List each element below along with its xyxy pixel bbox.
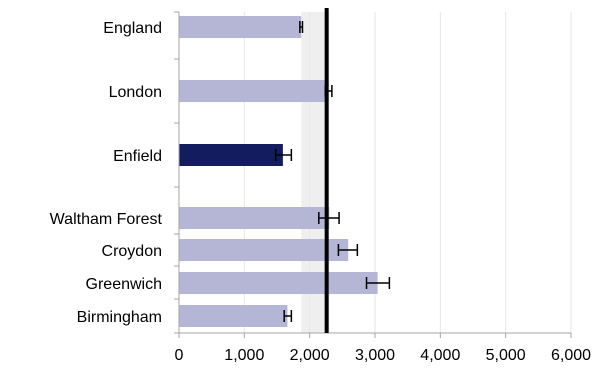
- x-tick-label: 0: [175, 347, 184, 364]
- axes: [174, 11, 572, 338]
- bar-waltham-forest: [179, 207, 330, 229]
- x-tick-label: 2,000: [290, 347, 330, 364]
- category-label-birmingham: Birmingham: [77, 309, 162, 326]
- labels: 0 1,000 2,000 3,000 4,000 5,000 6,000 England Lo…: [50, 20, 591, 364]
- bar-enfield: [179, 144, 283, 166]
- category-label-croydon: Croydon: [102, 243, 162, 260]
- bar-england: [179, 16, 302, 38]
- x-tick-label: 1,000: [224, 347, 264, 364]
- category-label-greenwich: Greenwich: [86, 276, 162, 293]
- x-tick-label: 4,000: [420, 347, 460, 364]
- category-label-england: England: [103, 20, 162, 37]
- x-tick-label: 6,000: [551, 347, 591, 364]
- bars: [179, 16, 378, 327]
- x-tick-label: 3,000: [355, 347, 395, 364]
- bar-london: [179, 80, 329, 102]
- gridlines: [243, 12, 572, 333]
- bar-croydon: [179, 239, 349, 261]
- bar-greenwich: [179, 272, 378, 294]
- category-label-enfield: Enfield: [113, 148, 162, 165]
- category-label-london: London: [109, 84, 162, 101]
- bar-birmingham: [179, 305, 288, 327]
- category-label-waltham-forest: Waltham Forest: [50, 211, 163, 228]
- x-tick-label: 5,000: [486, 347, 526, 364]
